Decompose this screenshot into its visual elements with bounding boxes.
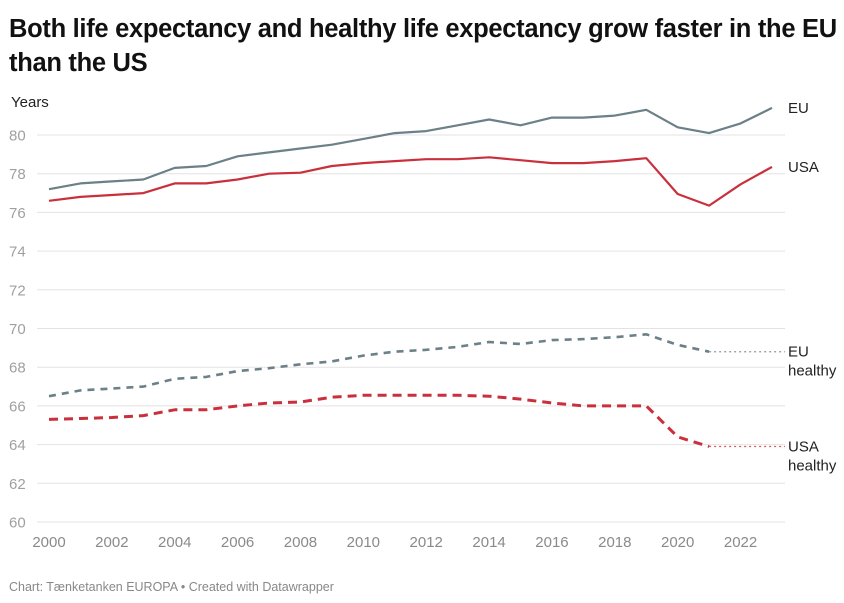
x-tick-label: 2008 <box>284 534 317 551</box>
series-label: healthy <box>788 458 837 475</box>
gridlines <box>37 134 785 523</box>
chart-footer: Chart: Tænketanken EUROPA • Created with… <box>9 580 334 594</box>
series-line-eu <box>48 106 773 191</box>
chart-title: Both life expectancy and healthy life ex… <box>9 15 837 77</box>
x-axis-ticks: 2000 2002 2004 2006 2008 2010 2012 2014 2016 2018… <box>32 534 757 551</box>
x-tick-label: 2012 <box>410 534 443 551</box>
x-tick-label: 2002 <box>95 534 128 551</box>
series-label: EU <box>788 344 809 361</box>
y-tick-label: 60 <box>9 515 26 532</box>
series-label: USA <box>788 159 819 176</box>
series-label: healthy <box>788 363 837 380</box>
x-tick-label: 2000 <box>32 534 65 551</box>
series-line-usa <box>48 156 773 207</box>
y-tick-label: 62 <box>9 476 26 493</box>
y-tick-label: 76 <box>9 205 26 222</box>
y-tick-label: 78 <box>9 166 26 183</box>
x-tick-label: 2010 <box>347 534 380 551</box>
x-tick-label: 2018 <box>598 534 631 551</box>
series-labels: EU USA EU healthy USA healthy <box>788 100 837 475</box>
y-tick-label: 70 <box>9 321 26 338</box>
x-tick-label: 2016 <box>535 534 568 551</box>
x-tick-label: 2004 <box>158 534 191 551</box>
y-tick-label: 74 <box>9 244 26 261</box>
series-label: EU <box>788 100 809 117</box>
series-label: USA <box>788 439 819 456</box>
series-line-eu-healthy <box>48 333 710 398</box>
y-tick-label: 80 <box>9 128 26 145</box>
y-tick-label: 72 <box>9 282 26 299</box>
series-lines <box>48 106 785 448</box>
y-axis-label: Years <box>11 94 49 111</box>
y-tick-label: 64 <box>9 437 26 454</box>
y-tick-label: 66 <box>9 398 26 415</box>
x-tick-label: 2006 <box>221 534 254 551</box>
x-tick-label: 2014 <box>472 534 505 551</box>
y-axis-ticks: 60 62 64 66 68 70 72 74 76 78 80 <box>9 128 26 532</box>
x-tick-label: 2022 <box>724 534 757 551</box>
y-tick-label: 68 <box>9 360 26 377</box>
series-line-usa-healthy <box>48 393 710 448</box>
x-tick-label: 2020 <box>661 534 694 551</box>
